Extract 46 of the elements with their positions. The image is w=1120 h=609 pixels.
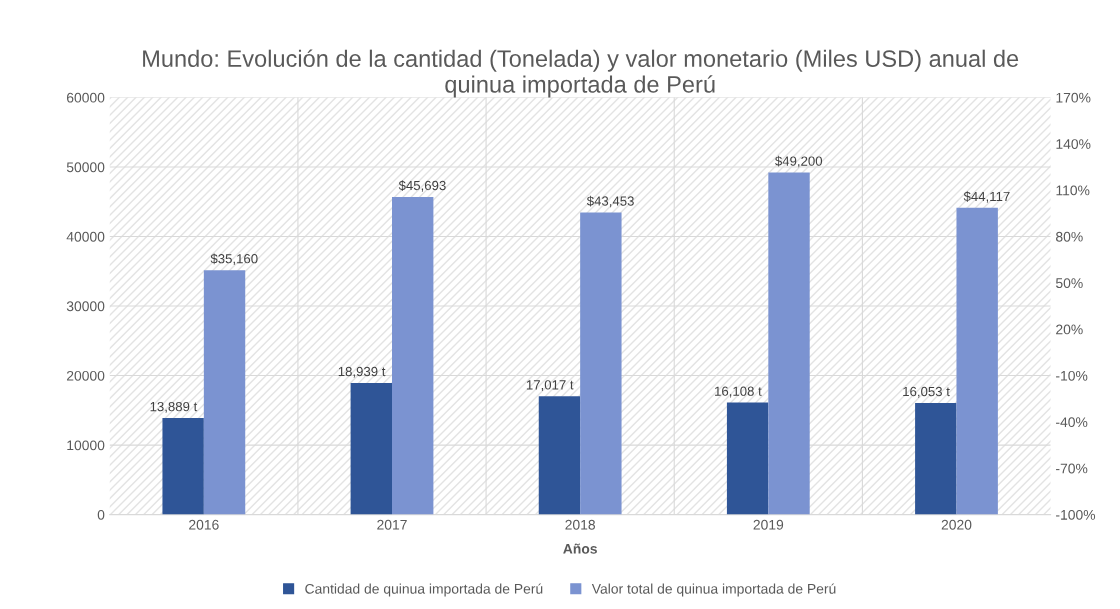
y2-tick-label: -10% — [1056, 370, 1088, 381]
data-label: $35,160 — [210, 253, 258, 265]
y2-tick-label: -40% — [1056, 417, 1088, 428]
x-tick-label: 2016 — [189, 519, 219, 530]
y-tick-label: 40000 — [66, 231, 105, 242]
bar — [580, 212, 622, 515]
y2-tick-label: 110% — [1056, 185, 1090, 196]
data-label: 16,108 t — [715, 386, 762, 398]
chart-title: Mundo: Evolución de la cantidad (Tonelada) y valor monetario (Miles USD) anual de quinua importada de Perú — [143, 49, 1019, 98]
x-tick-label: 2020 — [941, 519, 972, 530]
y2-tick-label: 170% — [1056, 92, 1091, 103]
data-label: $49,200 — [775, 155, 823, 168]
y2-tick-label: 50% — [1055, 278, 1083, 289]
y-tick-label: 30000 — [66, 301, 105, 312]
legend-label: Valor total de quinua importada de Perú — [591, 583, 836, 597]
x-tick-label: 2017 — [377, 519, 407, 530]
x-axis-title: Años — [563, 543, 597, 554]
bar — [350, 382, 392, 515]
x-tick-label: 2019 — [753, 519, 784, 530]
y-tick-label: 50000 — [66, 162, 105, 173]
data-label: 13,889 t — [150, 401, 198, 413]
data-label: $44,117 — [963, 191, 1010, 203]
y2-tick-label: 80% — [1056, 231, 1083, 242]
bar — [956, 207, 998, 515]
y-tick-label: 10000 — [67, 440, 105, 451]
bar — [162, 418, 204, 515]
bar — [392, 196, 434, 515]
bar — [538, 396, 581, 515]
bar — [768, 172, 810, 515]
y2-tick-label: 20% — [1056, 324, 1083, 335]
y-tick-label: 0 — [97, 509, 105, 520]
bar — [203, 270, 246, 515]
data-label: 16,053 t — [903, 386, 950, 398]
bar — [915, 402, 957, 515]
y2-tick-label: -70% — [1056, 463, 1088, 474]
data-label: $45,693 — [398, 180, 446, 192]
y-tick-label: 20000 — [66, 370, 105, 381]
data-label: $43,453 — [586, 195, 634, 208]
data-label: 18,939 t — [338, 366, 386, 378]
x-tick-label: 2018 — [565, 519, 596, 530]
y2-tick-label: 140% — [1056, 139, 1091, 149]
legend-label: Cantidad de quinua importada de Perú — [305, 583, 543, 597]
bar — [726, 402, 769, 515]
y2-tick-label: -100% — [1056, 509, 1096, 520]
y-tick-label: 60000 — [66, 92, 105, 103]
data-label: 17,017 t — [526, 380, 574, 392]
